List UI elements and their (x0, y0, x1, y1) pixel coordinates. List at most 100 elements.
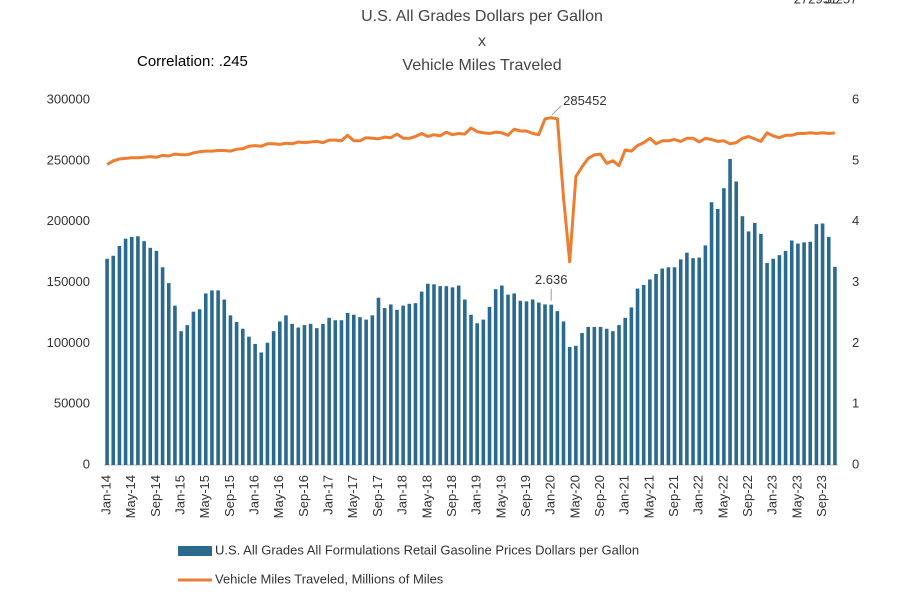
bar (518, 300, 523, 465)
bar (586, 326, 590, 465)
data-label: 272951 (794, 0, 837, 6)
bar (333, 320, 338, 465)
bar (265, 342, 270, 465)
bar (672, 267, 677, 465)
bar (240, 328, 245, 465)
bar (709, 202, 714, 465)
x-tick-label: Sep-20 (592, 475, 607, 517)
bar (598, 326, 603, 465)
bar (123, 238, 128, 465)
bar (148, 247, 153, 465)
bar (740, 216, 745, 465)
bar (567, 346, 572, 465)
bar (234, 322, 239, 465)
bar (752, 222, 757, 465)
bar (826, 236, 831, 465)
bar (438, 286, 442, 465)
y2-tick-label: 0 (852, 456, 859, 471)
bar (160, 267, 165, 465)
bar (475, 323, 479, 465)
x-tick-label: Sep-16 (296, 475, 311, 517)
x-tick-label: Sep-18 (444, 475, 459, 517)
bar (777, 255, 782, 465)
bar (339, 320, 344, 465)
bar (105, 258, 109, 465)
bar (543, 304, 547, 465)
bar (185, 325, 190, 465)
y-tick-label: 250000 (47, 152, 90, 167)
x-tick-label: Sep-22 (740, 475, 755, 517)
line (106, 116, 836, 264)
bar (691, 258, 695, 465)
bar (549, 304, 553, 465)
bar (197, 309, 202, 465)
x-tick-label: Jan-20 (543, 475, 558, 515)
y-tick-label: 300000 (47, 91, 90, 106)
x-tick-label: May-19 (493, 475, 508, 518)
bar (358, 317, 362, 465)
bar (561, 321, 566, 465)
x-tick-label: May-14 (123, 475, 138, 518)
bar (247, 336, 251, 465)
bar (284, 315, 288, 465)
bar (623, 317, 628, 465)
x-tick-label: Sep-19 (518, 475, 533, 517)
bar (463, 299, 467, 465)
x-tick-label: Jan-17 (321, 475, 336, 515)
x-tick-label: Sep-17 (370, 475, 385, 517)
bar (746, 231, 751, 465)
y-tick-label: 100000 (47, 335, 90, 350)
bar (364, 319, 368, 465)
y-tick-label: 200000 (47, 213, 90, 228)
x-tick-label: May-22 (715, 475, 730, 518)
bar (493, 289, 498, 465)
bar (500, 285, 504, 465)
x-tick-label: Jan-19 (469, 475, 484, 515)
chart-title: U.S. All Grades Dollars per Gallon (361, 8, 603, 25)
bar (210, 290, 214, 465)
bar (419, 291, 424, 465)
bar (574, 345, 578, 465)
x-tick-label: May-23 (789, 475, 804, 518)
bar (685, 252, 689, 465)
bar (216, 290, 220, 465)
bar (444, 286, 449, 465)
y2-tick-label: 4 (852, 213, 859, 228)
leader-line (551, 105, 562, 116)
bar (487, 306, 492, 465)
bar (629, 307, 634, 465)
bar (555, 311, 560, 465)
bar (142, 241, 146, 465)
bar (678, 259, 683, 465)
bar (376, 297, 381, 465)
bar (277, 321, 282, 465)
x-tick-label: Jan-18 (395, 475, 410, 515)
bar (345, 312, 350, 465)
bar (648, 279, 652, 465)
x-tick-label: Sep-15 (222, 475, 237, 517)
x-tick-label: May-21 (641, 475, 656, 518)
bar (271, 331, 276, 465)
legend-label: Vehicle Miles Traveled, Millions of Mile… (215, 571, 444, 586)
y2-tick-label: 2 (852, 335, 859, 350)
bar (506, 294, 510, 465)
x-tick-label: Jan-22 (691, 475, 706, 515)
x-tick-label: Sep-23 (814, 475, 829, 517)
y-tick-label: 150000 (47, 274, 90, 289)
bar (512, 293, 516, 465)
bar (407, 303, 412, 465)
chart-title: x (478, 33, 486, 50)
x-tick-label: Jan-14 (99, 475, 114, 515)
bar (352, 314, 356, 465)
bar (401, 305, 405, 465)
y2-tick-label: 3 (852, 274, 859, 289)
legend-label: U.S. All Grades All Formulations Retail … (215, 542, 639, 557)
x-tick-label: May-18 (419, 475, 434, 518)
bar (179, 331, 183, 465)
bar (660, 268, 665, 465)
x-tick-label: Sep-21 (666, 475, 681, 517)
bar (820, 223, 825, 465)
x-tick-label: Jan-16 (247, 475, 262, 515)
bar (722, 188, 726, 466)
bar (734, 181, 739, 465)
